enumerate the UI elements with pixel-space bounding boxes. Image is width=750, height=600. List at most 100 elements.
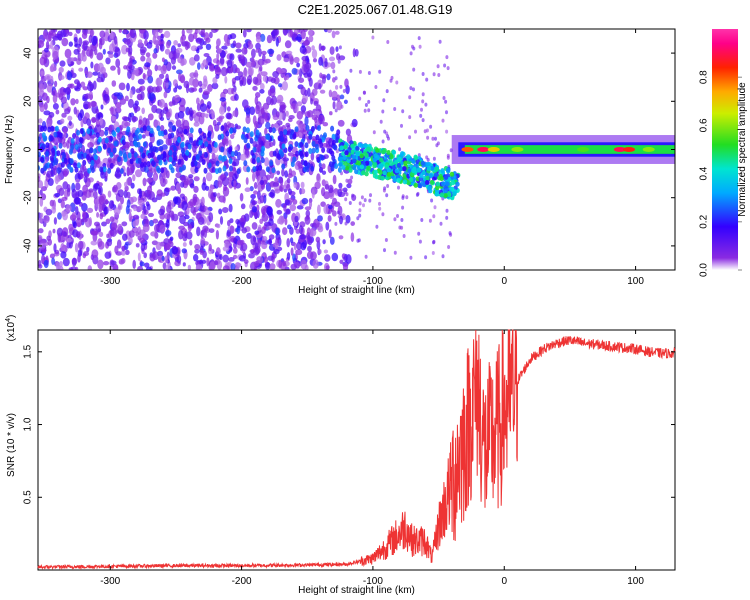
noise-speckle — [222, 176, 229, 187]
noise-speckle — [160, 65, 167, 75]
spectrogram-y-tick-label: 40 — [23, 47, 34, 59]
noise-speckle — [350, 232, 355, 243]
noise-speckle — [232, 40, 237, 47]
noise-speckle — [247, 40, 252, 45]
spectrogram-y-tick-label: 0 — [23, 146, 34, 152]
band-cell — [271, 167, 276, 174]
band-cell — [53, 131, 58, 138]
snr-y-multiplier-close: ) — [6, 315, 17, 318]
noise-speckle — [251, 48, 256, 59]
noise-speckle — [215, 74, 220, 79]
noise-speckle — [77, 240, 84, 250]
band-cell — [260, 157, 265, 164]
noise-speckle — [348, 201, 352, 205]
band-cell — [45, 151, 49, 157]
noise-speckle — [337, 119, 345, 127]
noise-speckle — [184, 214, 190, 220]
noise-speckle — [275, 111, 280, 118]
noise-speckle — [74, 242, 79, 253]
noise-speckle — [75, 29, 81, 34]
noise-speckle — [255, 92, 261, 98]
noise-speckle — [386, 184, 390, 188]
band-cell — [159, 145, 164, 152]
noise-speckle — [186, 201, 194, 209]
noise-speckle — [112, 184, 118, 193]
noise-speckle — [163, 91, 168, 99]
noise-speckle — [39, 212, 44, 218]
noise-speckle — [117, 223, 123, 231]
band-cell — [357, 142, 362, 148]
noise-speckle — [132, 259, 136, 269]
noise-speckle — [160, 192, 166, 197]
colorbar: 0.0 0.2 0.4 0.6 0.8 Normalized spectral ampl… — [699, 29, 748, 277]
band-cell — [109, 162, 114, 169]
noise-speckle — [257, 238, 261, 248]
noise-speckle — [385, 193, 389, 198]
noise-speckle — [297, 130, 304, 139]
noise-speckle — [180, 174, 186, 183]
noise-speckle — [225, 112, 232, 120]
noise-speckle — [139, 203, 143, 211]
band-cell — [265, 166, 270, 173]
band-cell — [439, 176, 444, 182]
band-hotspot — [511, 147, 524, 152]
band-cell — [337, 166, 342, 173]
noise-speckle — [145, 201, 150, 207]
noise-speckle — [397, 185, 400, 190]
noise-speckle — [60, 243, 65, 252]
band-cell — [242, 126, 247, 133]
noise-speckle — [272, 29, 278, 36]
noise-speckle — [195, 212, 202, 220]
noise-speckle — [63, 87, 67, 93]
noise-speckle — [143, 252, 147, 259]
noise-speckle — [43, 215, 50, 224]
noise-speckle — [120, 249, 126, 256]
noise-speckle — [124, 95, 129, 102]
noise-speckle — [129, 90, 133, 99]
noise-speckle — [206, 101, 212, 109]
noise-speckle — [68, 267, 74, 270]
noise-speckle — [285, 122, 291, 128]
noise-speckle — [253, 261, 260, 267]
noise-speckle — [367, 99, 371, 104]
noise-speckle — [350, 221, 356, 227]
noise-speckle — [200, 237, 206, 245]
band-cell — [217, 134, 222, 141]
band-cell — [183, 128, 188, 135]
noise-speckle — [158, 208, 165, 216]
noise-speckle — [140, 213, 146, 219]
band-cell — [290, 129, 295, 136]
band-cell — [279, 130, 284, 137]
noise-speckle — [268, 192, 275, 198]
noise-speckle — [166, 204, 172, 214]
band-cell — [204, 141, 209, 148]
noise-speckle — [375, 224, 379, 229]
band-cell — [319, 142, 324, 148]
band-cell — [299, 150, 304, 157]
noise-speckle — [301, 109, 306, 115]
noise-speckle — [51, 205, 57, 214]
band-cell — [121, 139, 126, 146]
noise-speckle — [334, 30, 340, 35]
noise-speckle — [401, 109, 405, 114]
noise-speckle — [301, 197, 309, 205]
noise-speckle — [234, 146, 239, 152]
noise-speckle — [417, 153, 421, 158]
noise-speckle — [121, 221, 128, 227]
band-cell — [375, 147, 380, 153]
spectrogram-y-tick-label: -40 — [23, 238, 34, 253]
noise-speckle — [116, 239, 122, 249]
noise-speckle — [84, 112, 90, 121]
noise-speckle — [71, 188, 77, 199]
band-cell — [255, 129, 260, 136]
noise-speckle — [208, 64, 216, 72]
noise-speckle — [254, 95, 259, 106]
noise-speckle — [260, 206, 267, 215]
noise-speckle — [144, 262, 150, 268]
noise-speckle — [138, 188, 142, 199]
noise-speckle — [132, 174, 136, 182]
noise-speckle — [117, 66, 121, 76]
noise-speckle — [77, 253, 81, 263]
band-hotspot — [477, 147, 490, 152]
